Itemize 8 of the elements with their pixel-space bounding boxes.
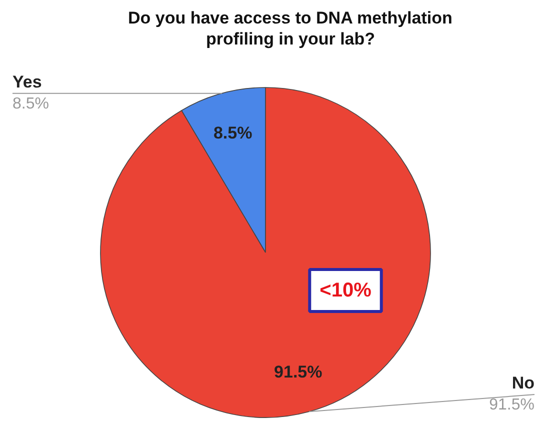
- chart-title: Do you have access to DNA methylation profiling in your lab?: [128, 8, 452, 48]
- text: 8.5%: [12, 95, 49, 112]
- data-label: 91.5%: [274, 362, 322, 382]
- slice-label: Yes: [12, 72, 42, 92]
- slice-label: No: [512, 374, 535, 392]
- text: <10%: [320, 280, 372, 302]
- text: 91.5%: [489, 396, 535, 414]
- data-label: 8.5%: [213, 124, 252, 143]
